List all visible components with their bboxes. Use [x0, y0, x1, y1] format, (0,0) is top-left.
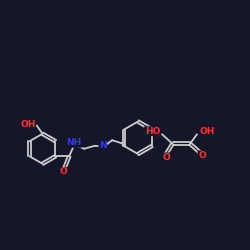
Text: O: O — [198, 151, 206, 160]
Text: N: N — [99, 141, 106, 150]
Text: NH: NH — [66, 138, 82, 147]
Text: OH: OH — [20, 120, 36, 129]
Text: HO: HO — [144, 127, 160, 136]
Text: O: O — [162, 153, 170, 162]
Text: O: O — [60, 168, 67, 176]
Text: OH: OH — [199, 127, 214, 136]
